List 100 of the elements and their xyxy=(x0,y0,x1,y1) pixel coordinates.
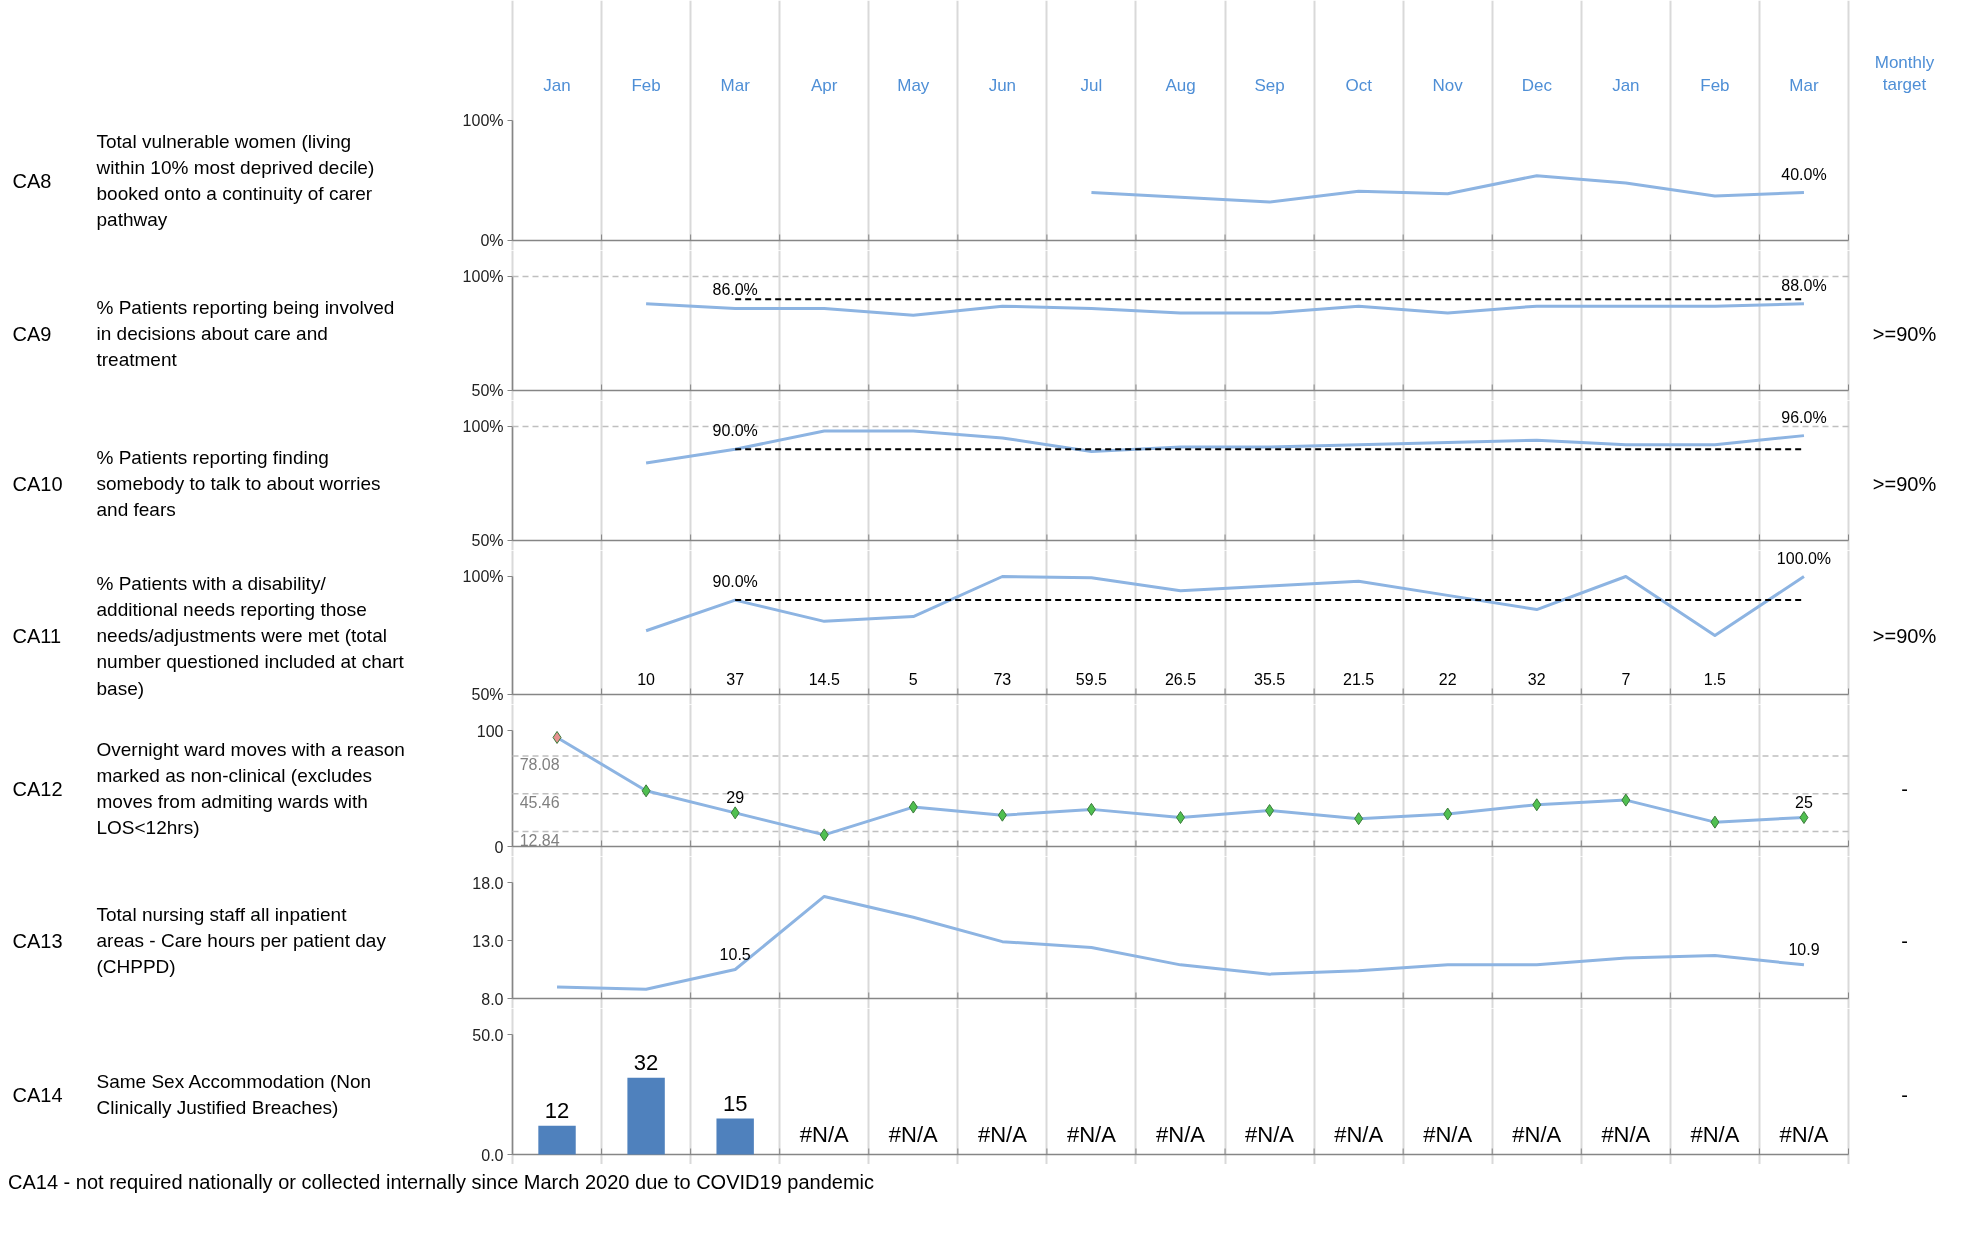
x-tick-label: Mar xyxy=(1789,75,1819,95)
text: #N/A xyxy=(1779,1121,1829,1147)
data-label: 25 xyxy=(1795,793,1813,811)
bar xyxy=(716,1118,754,1155)
text: Total vulnerable women (living within 10% most deprived decile) booked onto a continuity of carer pathway xyxy=(95,130,375,231)
text: CA14 xyxy=(12,1083,63,1106)
data-label: 86.0% xyxy=(712,281,758,299)
text: #N/A xyxy=(977,1121,1027,1147)
point xyxy=(1621,793,1631,807)
annotation: 21.5 xyxy=(1343,670,1375,688)
x-tick-label: Sep xyxy=(1254,75,1285,95)
text: #N/A xyxy=(1066,1121,1116,1147)
data-label: 12 xyxy=(544,1097,570,1123)
text: - xyxy=(1901,929,1908,952)
data-label: 29 xyxy=(726,788,745,806)
text: - xyxy=(1901,777,1908,800)
point xyxy=(1799,811,1809,824)
point xyxy=(997,808,1007,822)
x-tick-label: Jul xyxy=(1080,75,1103,95)
point xyxy=(730,806,740,820)
text: #N/A xyxy=(1423,1121,1473,1147)
text: % Patients reporting being involved in decisions about care and treatment xyxy=(96,296,395,371)
x-tick-label: Mar xyxy=(720,75,751,95)
text: Monthly target xyxy=(1874,52,1935,95)
annotation: 26.5 xyxy=(1164,670,1197,688)
y-tick-label: 50% xyxy=(471,382,504,399)
x-tick-label: Feb xyxy=(1700,75,1730,95)
text: #N/A xyxy=(1512,1121,1562,1147)
annotation: 73 xyxy=(993,670,1012,688)
text: #N/A xyxy=(1601,1121,1651,1147)
text: #N/A xyxy=(888,1121,938,1147)
annotation: 1.5 xyxy=(1703,670,1727,688)
annotation: 10 xyxy=(637,670,656,688)
line-series xyxy=(644,302,1806,317)
x-tick-label: Feb xyxy=(631,75,661,95)
text: CA10 xyxy=(12,472,63,495)
x-tick-label: Nov xyxy=(1432,75,1464,95)
point xyxy=(819,828,829,842)
annotation: 37 xyxy=(726,670,745,688)
y-tick-label: 0% xyxy=(480,232,504,249)
y-tick-label: 0.0 xyxy=(481,1146,504,1164)
x-tick-label: Oct xyxy=(1345,75,1373,95)
x-tick-label: Dec xyxy=(1521,75,1553,95)
text: % Patients reporting finding somebody to talk to about worries and fears xyxy=(96,446,381,521)
x-tick-label: Jan xyxy=(543,75,571,95)
y-tick-label: 50% xyxy=(471,686,504,703)
data-label: 90.0% xyxy=(712,573,758,591)
point xyxy=(641,784,651,798)
text: Same Sex Accommodation (Non Clinically Justified Breaches) xyxy=(96,1070,372,1119)
annotation: 32 xyxy=(1527,670,1546,688)
text: Total nursing staff all inpatient areas - Care hours per patient day (CHPPD) xyxy=(96,903,387,978)
text: #N/A xyxy=(1156,1121,1205,1147)
text: CA13 xyxy=(12,929,63,952)
x-tick-label: Jun xyxy=(988,75,1017,95)
text: #N/A xyxy=(799,1121,849,1147)
text: CA12 xyxy=(12,777,63,800)
x-tick-label: May xyxy=(897,75,930,95)
ref-line-label: 12.84 xyxy=(519,831,560,849)
y-tick-label: 100% xyxy=(462,112,504,129)
point xyxy=(1710,815,1720,829)
y-tick-label: 100% xyxy=(462,418,504,435)
y-tick-label: 50% xyxy=(471,532,504,549)
y-tick-label: 100 xyxy=(476,722,504,740)
text: >=90% xyxy=(1872,624,1937,647)
text: #N/A xyxy=(1690,1121,1740,1147)
point xyxy=(908,800,918,814)
point xyxy=(1443,807,1453,821)
data-label: 40.0% xyxy=(1781,165,1827,183)
text: % Patients with a disability/ additional needs reporting those needs/adjustments were met (total number questioned included at chart base) xyxy=(96,572,405,699)
bar xyxy=(538,1125,576,1155)
point xyxy=(1086,802,1096,816)
y-tick-label: 100% xyxy=(462,268,504,285)
y-tick-label: 13.0 xyxy=(472,932,504,950)
text: #N/A xyxy=(1334,1121,1384,1147)
data-label: 32 xyxy=(633,1049,659,1075)
line-series xyxy=(644,575,1806,637)
text: >=90% xyxy=(1872,322,1937,345)
point xyxy=(1354,812,1364,826)
data-label: 10.9 xyxy=(1788,940,1820,958)
data-label: 96.0% xyxy=(1781,408,1827,426)
y-tick-label: 100% xyxy=(462,568,504,585)
y-tick-label: 8.0 xyxy=(481,990,504,1008)
data-label: 100.0% xyxy=(1776,549,1832,567)
text: Overnight ward moves with a reason marked as non-clinical (excludes moves from admiting wards with LOS<12hrs) xyxy=(96,738,405,839)
annotation: 35.5 xyxy=(1254,670,1286,688)
y-tick-label: 0 xyxy=(494,838,504,856)
y-tick-label: 18.0 xyxy=(472,874,504,892)
annotation: 5 xyxy=(908,670,918,688)
text: - xyxy=(1901,1083,1908,1106)
data-label: 10.5 xyxy=(719,945,751,963)
x-tick-label: Apr xyxy=(811,75,838,95)
annotation: 59.5 xyxy=(1075,670,1108,688)
point xyxy=(552,730,562,744)
x-tick-label: Aug xyxy=(1165,75,1196,95)
y-tick-label: 50.0 xyxy=(472,1026,504,1044)
text: CA11 xyxy=(12,624,62,647)
x-tick-label: Jan xyxy=(1612,75,1640,95)
ref-line-label: 45.46 xyxy=(519,793,560,811)
text: CA8 xyxy=(12,169,52,192)
point xyxy=(1265,804,1275,818)
